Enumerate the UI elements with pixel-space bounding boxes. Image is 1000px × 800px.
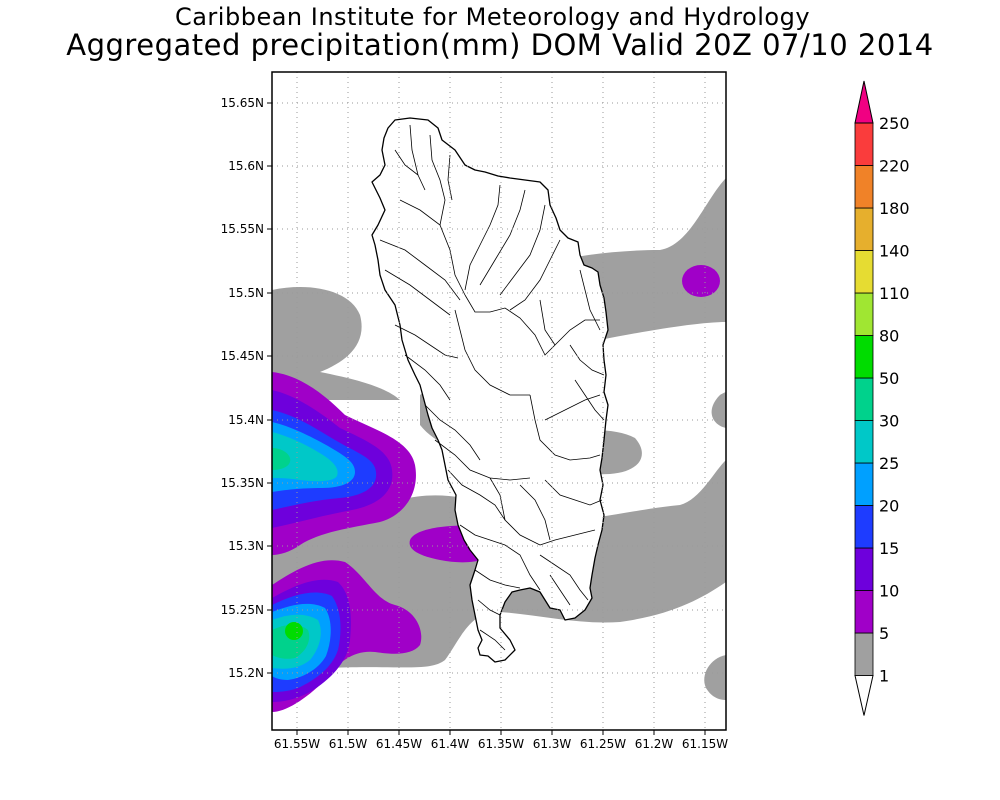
legend-swatch	[854, 250, 874, 294]
legend-label: 10	[879, 582, 899, 601]
lat-label: 15.5N	[228, 286, 264, 300]
legend-label: 5	[879, 624, 889, 643]
lon-label: 61.55W	[274, 737, 320, 751]
lon-label: 61.45W	[376, 737, 422, 751]
lon-label: 61.35W	[478, 737, 524, 751]
legend-label: 50	[879, 369, 899, 388]
lat-label: 15.55N	[221, 222, 264, 236]
legend-swatch	[854, 335, 874, 379]
lat-label: 15.35N	[221, 476, 264, 490]
precip-area-5-10mm-east	[682, 265, 720, 297]
lat-label: 15.65N	[221, 96, 264, 110]
legend-swatch	[854, 547, 874, 591]
legend-arrow-low	[854, 675, 874, 716]
lon-label: 61.2W	[635, 737, 674, 751]
legend-arrow-high	[854, 80, 874, 124]
lat-label: 15.45N	[221, 349, 264, 363]
legend-swatch	[854, 377, 874, 421]
lon-label: 61.4W	[431, 737, 470, 751]
map-title-line1: Caribbean Institute for Meteorology and …	[174, 3, 811, 31]
map-title-line2: Aggregated precipitation(mm) DOM Valid 2…	[66, 28, 934, 62]
legend-swatch	[854, 122, 874, 166]
island-outline	[371, 117, 609, 663]
legend-label: 180	[879, 199, 910, 218]
legend-swatch	[854, 207, 874, 251]
legend-swatch	[854, 462, 874, 506]
map-frame	[271, 71, 727, 731]
legend-swatch	[854, 505, 874, 549]
legend-swatch	[854, 165, 874, 209]
lon-label: 61.15W	[682, 737, 728, 751]
legend-label: 80	[879, 327, 899, 346]
lon-label: 61.3W	[533, 737, 572, 751]
legend-label: 1	[879, 667, 889, 686]
lat-label: 15.4N	[228, 413, 264, 427]
river-network	[379, 124, 605, 651]
lat-label: 15.2N	[228, 666, 264, 680]
lon-label: 61.25W	[580, 737, 626, 751]
legend-swatch	[854, 632, 874, 676]
grid-lines	[272, 72, 726, 730]
legend-label: 15	[879, 539, 899, 558]
lat-label: 15.25N	[221, 603, 264, 617]
legend-label: 30	[879, 412, 899, 431]
lon-label: 61.5W	[329, 737, 368, 751]
legend-label: 250	[879, 114, 910, 133]
legend-swatch	[854, 292, 874, 336]
legend-label: 25	[879, 454, 899, 473]
legend-label: 140	[879, 242, 910, 261]
legend-label: 220	[879, 157, 910, 176]
legend-swatch	[854, 420, 874, 464]
legend-label: 110	[879, 284, 910, 303]
lat-label: 15.3N	[228, 539, 264, 553]
lat-label: 15.6N	[228, 159, 264, 173]
legend-label: 20	[879, 497, 899, 516]
axis-ticks	[267, 102, 706, 735]
legend-swatch	[854, 590, 874, 634]
